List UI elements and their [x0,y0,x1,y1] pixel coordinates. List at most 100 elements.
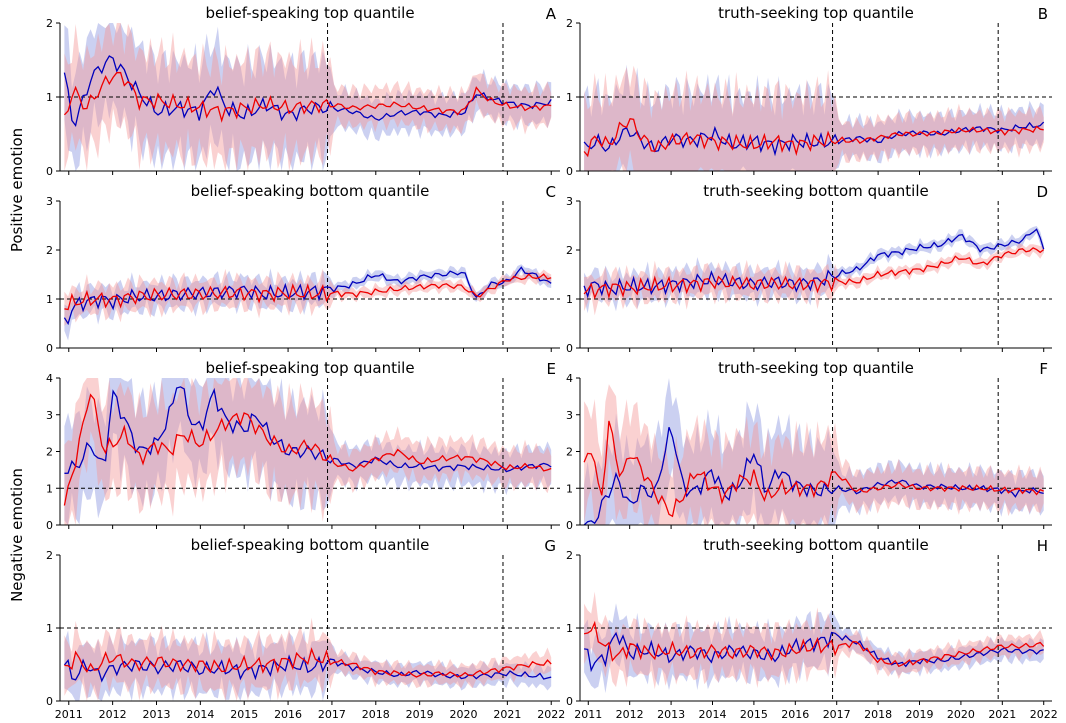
x-tick-label: 2011 [574,708,602,721]
y-tick-label: 3 [46,409,53,422]
panel-title: truth-seeking bottom quantile [703,182,928,200]
panel-H: 0 1 2 2011 2012 2013 2014 2015 2016 2017 2018 2019 2… [566,536,1058,721]
panel-title: truth-seeking top quantile [718,4,914,22]
x-tick-label: 2021 [988,708,1016,721]
confidence-band-blue [584,64,1044,171]
confidence-band-red [584,65,1044,171]
panel-letter: D [1036,183,1048,201]
panel-letter: A [546,5,557,23]
y-tick-label: 4 [46,372,53,385]
panel-letter: E [547,360,556,378]
x-tick-label: 2012 [616,708,644,721]
y-tick-label: 2 [566,549,573,562]
y-tick-label: 4 [566,372,573,385]
confidence-band-red [64,378,552,525]
y-tick-label: 3 [46,195,53,208]
y-tick-label: 1 [46,482,53,495]
x-tick-label: 2017 [823,708,851,721]
y-axis-label-negative: Negative emotion [8,468,26,602]
x-tick-label: 2018 [864,708,892,721]
confidence-band-blue [584,603,1044,694]
panel-G: 0 1 2 2011 2012 2013 2014 2015 2016 2017 2018 2019 2… [46,536,565,721]
panel-title: belief-speaking bottom quantile [191,182,430,200]
panel-E: 0 1 2 3 4 belief-speaking top quantile E [46,359,560,532]
x-tick-label: 2016 [274,708,302,721]
series-line-blue [63,266,552,326]
confidence-band-red [64,268,552,326]
panel-D: 0 1 2 3 truth-seeking bottom quantile D [566,182,1052,355]
x-tick-label: 2020 [450,708,478,721]
x-tick-label: 2013 [142,708,170,721]
y-tick-label: 0 [46,165,53,178]
y-tick-label: 0 [46,519,53,532]
y-tick-label: 1 [566,482,573,495]
panel-title: truth-seeking top quantile [718,359,914,377]
x-tick-label: 2018 [362,708,390,721]
series-line-red [583,620,1045,668]
y-tick-label: 0 [566,519,573,532]
series-line-blue [584,631,1044,673]
y-tick-label: 1 [566,622,573,635]
panel-title: belief-speaking bottom quantile [191,536,430,554]
y-tick-label: 1 [46,622,53,635]
panel-title: belief-speaking top quantile [205,359,414,377]
panel-letter: G [544,537,556,555]
y-axis-label-positive: Positive emotion [8,128,26,252]
y-tick-label: 2 [46,446,53,459]
series-line-red [583,420,1044,518]
x-tick-label: 2017 [318,708,346,721]
series-line-blue [583,228,1045,299]
y-tick-label: 1 [46,293,53,306]
panel-letter: C [546,183,556,201]
confidence-band-red [64,617,552,701]
series-line-blue [64,386,552,474]
y-tick-label: 2 [566,244,573,257]
x-tick-label: 2021 [493,708,521,721]
y-tick-label: 0 [566,342,573,355]
y-tick-label: 2 [46,17,53,30]
x-tick-label: 2013 [657,708,685,721]
x-tick-label: 2014 [698,708,726,721]
panel-F: 0 1 2 3 4 truth-seeking top quantile F [566,359,1052,532]
panel-A: 0 1 2 belief-speaking top quantile A [46,4,560,178]
x-tick-label: 2011 [55,708,83,721]
x-tick-label: 2019 [906,708,934,721]
x-tick-label: 2014 [186,708,214,721]
series-line-red [64,647,552,678]
x-tick-label: 2019 [406,708,434,721]
confidence-band-blue [64,378,552,525]
y-tick-label: 0 [46,342,53,355]
series-line-red [63,71,552,123]
panel-C: 0 1 2 3 belief-speaking bottom quantile C [46,182,560,355]
panel-letter: H [1037,537,1048,555]
panel-title: truth-seeking bottom quantile [703,536,928,554]
y-tick-label: 1 [566,293,573,306]
x-tick-label: 2015 [230,708,258,721]
confidence-band-red [584,591,1044,690]
panel-letter: F [1039,360,1048,378]
series-line-red [63,393,552,506]
y-tick-label: 0 [566,695,573,708]
y-tick-label: 2 [46,549,53,562]
y-tick-label: 1 [566,91,573,104]
x-tick-label: 2015 [740,708,768,721]
series-line-red [583,117,1044,158]
x-tick-label: 2012 [99,708,127,721]
panel-letter: B [1038,5,1048,23]
y-tick-label: 3 [566,195,573,208]
x-tick-label: 2016 [781,708,809,721]
y-tick-label: 3 [566,409,573,422]
panel-title: belief-speaking top quantile [205,4,414,22]
series-line-red [583,247,1045,300]
x-tick-label: 2020 [947,708,975,721]
panel-B: 0 1 2 truth-seeking top quantile B [566,4,1052,178]
x-tick-label: 2022 [1030,708,1058,721]
confidence-band-blue [64,264,552,341]
y-tick-label: 2 [566,446,573,459]
y-tick-label: 0 [566,165,573,178]
y-tick-label: 1 [46,91,53,104]
y-tick-label: 2 [566,17,573,30]
x-tick-label: 2022 [537,708,565,721]
y-tick-label: 0 [46,695,53,708]
